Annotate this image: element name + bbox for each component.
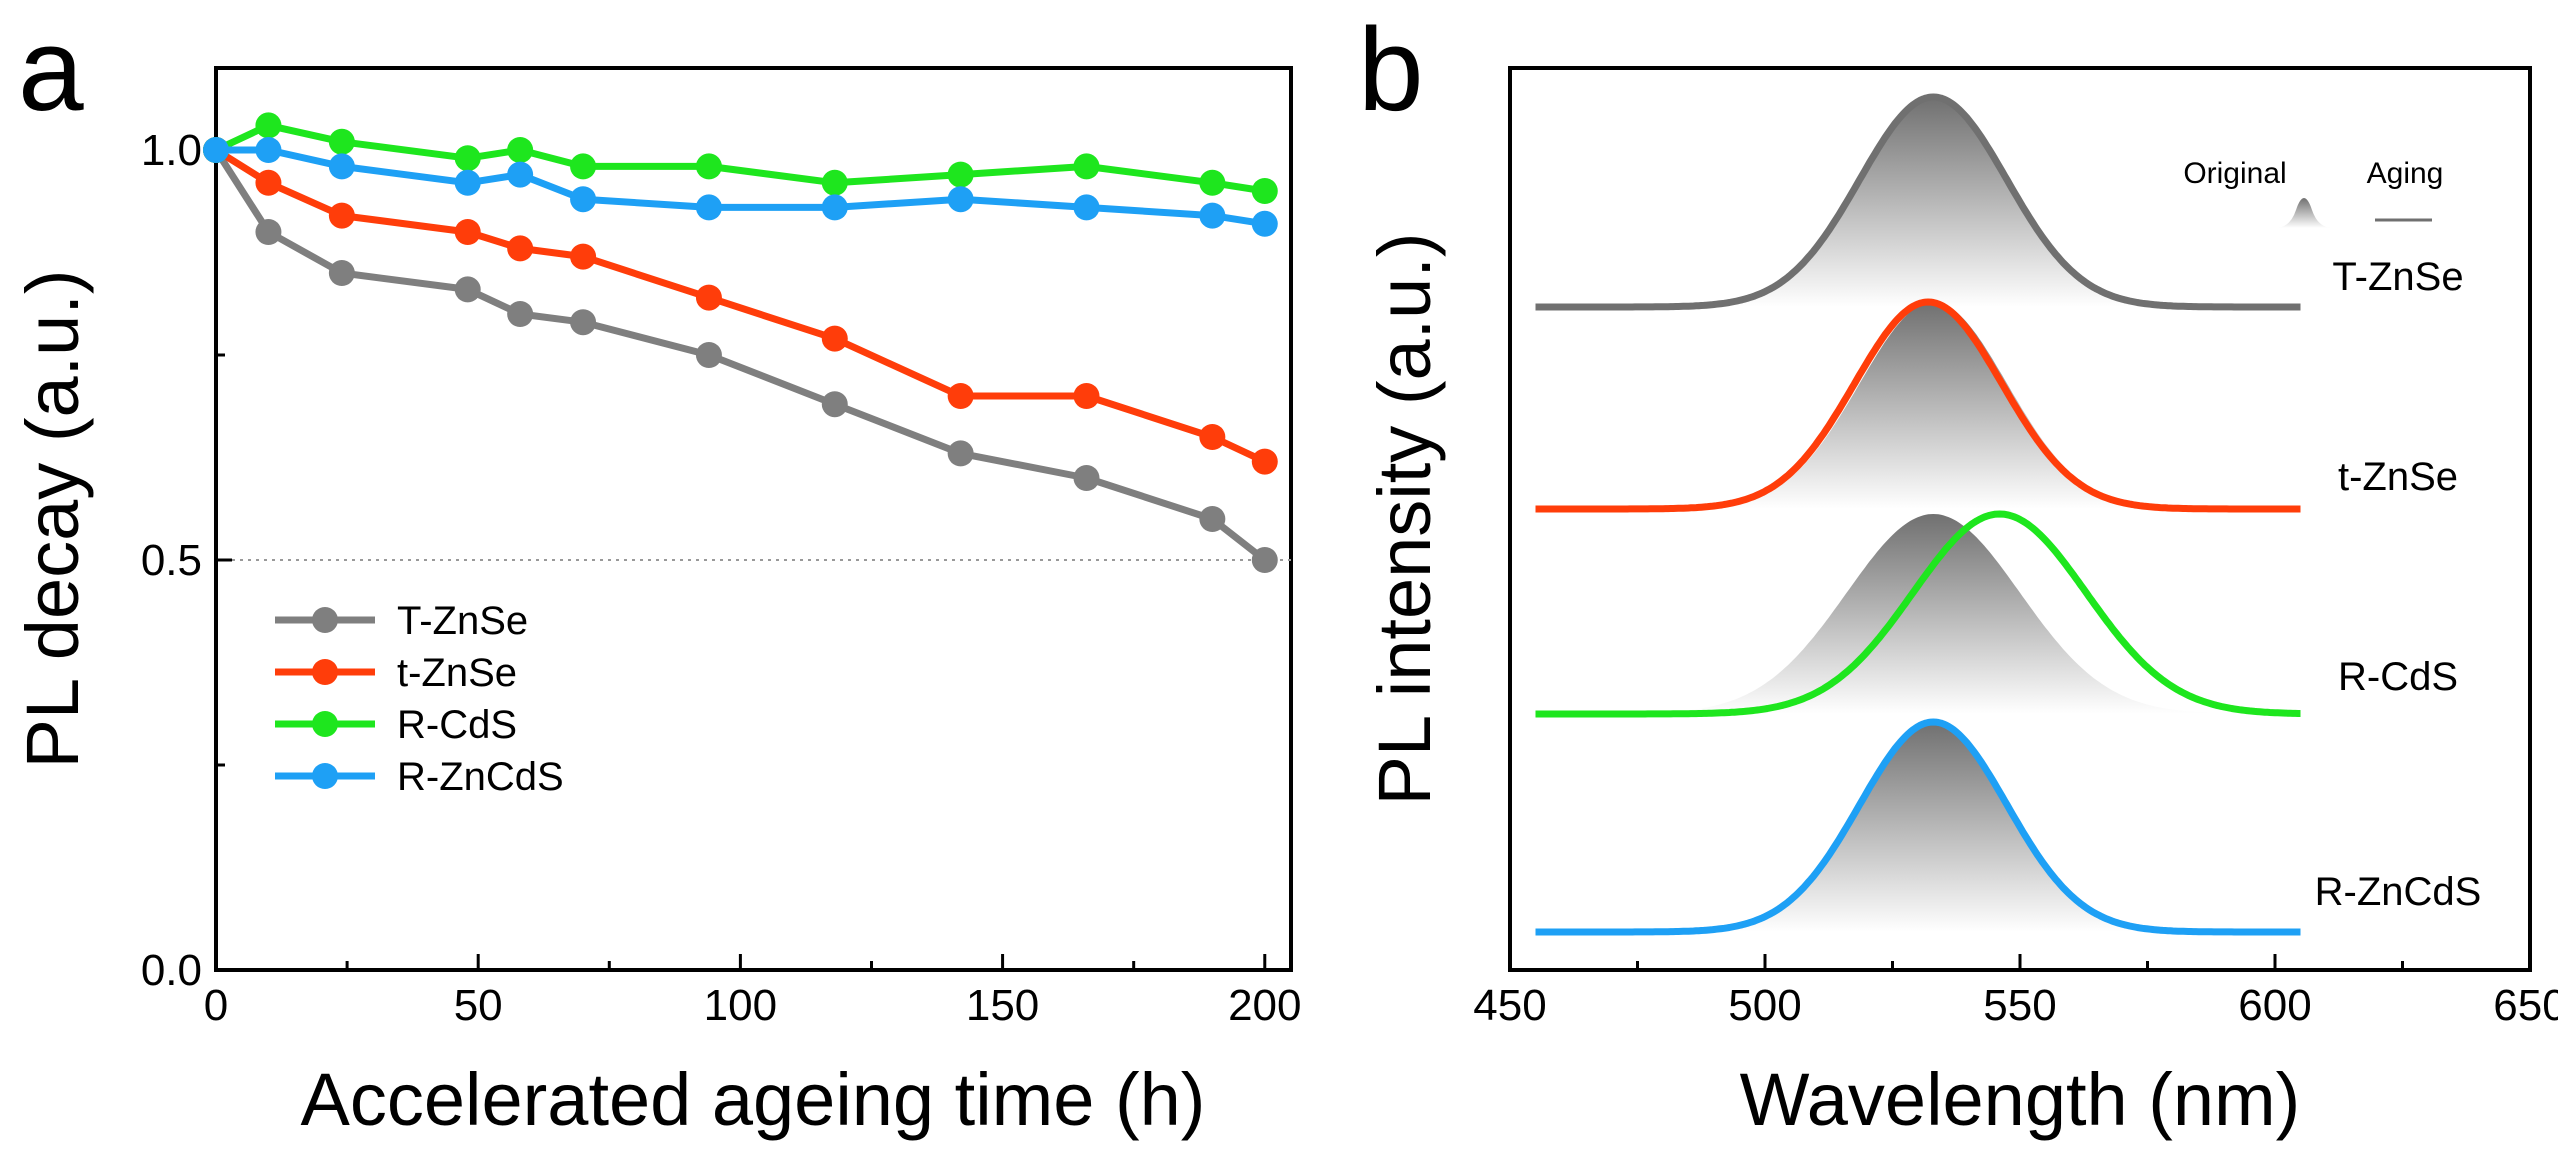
- panel-a-y-tick-label: 0.5: [141, 536, 202, 585]
- data-point-r-cds: [570, 153, 597, 180]
- data-point-r-zncds: [507, 161, 534, 188]
- data-point-r-zncds: [328, 153, 355, 180]
- panel-b-legend-key: Original Aging: [2183, 157, 2443, 228]
- data-point-r-zncds: [1073, 194, 1100, 221]
- data-point-r-cds: [255, 112, 282, 139]
- data-point-r-zncds: [947, 186, 974, 213]
- aging-spectrum-r-zncds: [1534, 718, 2302, 936]
- legend-label-r-cds: R-CdS: [397, 703, 517, 747]
- panel-b-y-axis-title: PL intensity (a.u.): [1363, 232, 1446, 805]
- panel-b-x-tick-label: 550: [1983, 981, 2056, 1030]
- data-point-r-cds: [1199, 169, 1226, 196]
- legend-label-t-znse: T-ZnSe: [397, 599, 528, 643]
- panel-a-x-tick-label: 150: [966, 981, 1039, 1030]
- data-point-t-znse: [695, 342, 722, 368]
- data-point-r-cds: [507, 137, 534, 163]
- panel-a-x-tick-label: 0: [204, 981, 228, 1030]
- series-line-r-cds: [214, 121, 1266, 195]
- data-point-r-zncds: [570, 186, 597, 213]
- data-point-t-znse: [1199, 506, 1226, 532]
- data-point-r-cds: [1251, 178, 1278, 204]
- data-point-r-zncds: [695, 194, 722, 221]
- legend-marker-r-cds: [312, 711, 338, 737]
- data-point-r-zncds: [1199, 202, 1226, 229]
- panel-b-x-tick-label: 500: [1728, 981, 1801, 1030]
- original-spectrum-t-znse: [1535, 302, 2301, 509]
- data-point-r-zncds: [454, 169, 481, 196]
- spectrum-label-t-znse: t-ZnSe: [2338, 455, 2458, 499]
- data-point-t-znse: [695, 284, 722, 311]
- data-point-t-znse: [507, 235, 534, 262]
- data-point-t-znse: [1073, 383, 1100, 409]
- legend-original-label: Original: [2183, 157, 2286, 190]
- data-point-r-cds: [328, 128, 355, 155]
- panel-a-x-axis-title: Accelerated ageing time (h): [301, 1058, 1206, 1141]
- panel-a-y-axis-title: PL decay (a.u.): [11, 269, 94, 768]
- data-point-t-znse: [821, 391, 848, 418]
- panel-a-chart: 0 50 100 150 200 0.0 0.5 1.0 T-ZnSe t-ZnSe R-CdS R…: [11, 66, 1301, 1141]
- data-point-t-znse: [947, 383, 974, 409]
- panel-b-x-tick-label: 600: [2238, 981, 2311, 1030]
- data-point-r-zncds: [203, 137, 229, 163]
- original-spectrum-r-zncds: [1535, 722, 2301, 932]
- data-point-t-znse: [1251, 448, 1278, 475]
- legend-marker-t-znse: [312, 659, 338, 685]
- series-line-r-zncds: [216, 146, 1266, 228]
- data-point-t-znse: [255, 169, 282, 196]
- panel-a-x-tick-label: 200: [1228, 981, 1301, 1030]
- data-point-t-znse: [454, 276, 481, 303]
- spectrum-label-r-zncds: R-ZnCdS: [2315, 870, 2482, 914]
- panel-a-letter: a: [18, 4, 84, 136]
- panel-a-frame: [214, 66, 1293, 972]
- panel-b-letter: b: [1358, 4, 1424, 136]
- data-point-t-znse: [255, 219, 282, 245]
- series-line-t-znse: [214, 147, 1267, 465]
- data-point-t-znse: [507, 301, 534, 327]
- data-point-r-cds: [1073, 153, 1100, 180]
- original-spectrum-t-znse: [1535, 97, 2301, 307]
- panel-a-x-tick-label: 50: [454, 981, 503, 1030]
- data-point-t-znse: [454, 219, 481, 245]
- panel-b-x-tick-label: 650: [2493, 981, 2558, 1030]
- aging-spectrum-t-znse: [1534, 93, 2302, 311]
- legend-marker-r-zncds: [312, 763, 338, 789]
- data-point-t-znse: [1073, 465, 1100, 491]
- panel-b-x-tick-label: 450: [1473, 981, 1546, 1030]
- panel-a-legend: T-ZnSe t-ZnSe R-CdS R-ZnCdS: [275, 599, 564, 799]
- data-point-t-znse: [1251, 547, 1278, 573]
- data-point-r-zncds: [821, 194, 848, 221]
- panel-a-x-tick-label: 100: [704, 981, 777, 1030]
- spectrum-label-t-znse: T-ZnSe: [2332, 255, 2463, 299]
- legend-aging-label: Aging: [2367, 157, 2444, 190]
- legend-original-swatch: [2275, 198, 2333, 228]
- panel-a-y-tick-label: 0.0: [141, 946, 202, 995]
- original-spectrum-r-cds: [1535, 514, 2301, 714]
- data-point-t-znse: [1199, 424, 1226, 450]
- spectrum-label-r-cds: R-CdS: [2338, 655, 2458, 699]
- data-point-r-cds: [454, 145, 481, 172]
- data-point-t-znse: [328, 260, 355, 286]
- data-point-t-znse: [570, 243, 597, 270]
- aging-spectrum-r-cds: [1534, 510, 2302, 718]
- legend-label-t-znse: t-ZnSe: [397, 651, 517, 695]
- series-line-t-znse: [213, 148, 1267, 563]
- panel-b-x-axis-title: Wavelength (nm): [1740, 1058, 2301, 1141]
- data-point-t-znse: [947, 440, 974, 467]
- data-point-r-cds: [821, 169, 848, 196]
- data-point-t-znse: [821, 325, 848, 352]
- legend-marker-t-znse: [312, 607, 338, 633]
- legend-label-r-zncds: R-ZnCdS: [397, 755, 564, 799]
- data-point-t-znse: [570, 309, 597, 336]
- data-point-r-cds: [695, 153, 722, 180]
- data-point-r-zncds: [255, 137, 282, 163]
- panel-a-y-tick-label: 1.0: [141, 126, 202, 175]
- data-point-t-znse: [328, 202, 355, 229]
- data-point-r-cds: [947, 161, 974, 188]
- aging-spectrum-t-znse: [1534, 298, 2302, 513]
- data-point-r-zncds: [1251, 210, 1278, 237]
- panel-b-chart: 450 500 550 600 650 T-ZnSe t-ZnSe R-CdS R-ZnCdS…: [1363, 66, 2558, 1141]
